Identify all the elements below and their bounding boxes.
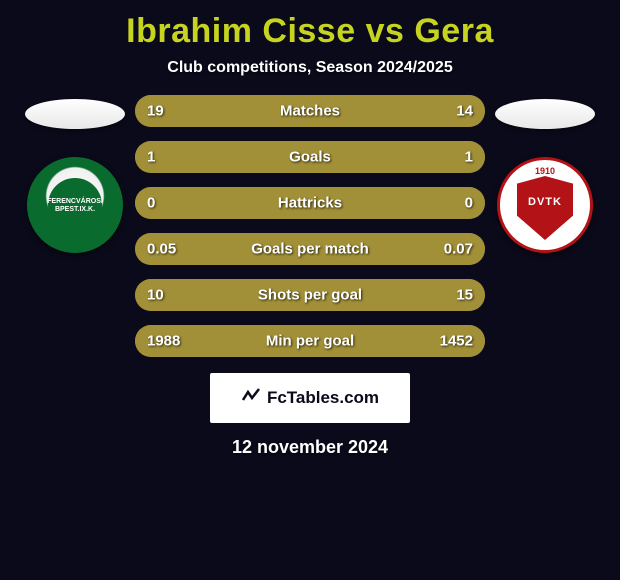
right-badge-shield — [517, 176, 573, 240]
attribution-icon — [241, 386, 261, 411]
stat-label: Goals — [135, 149, 485, 166]
attribution-badge: FcTables.com — [210, 373, 410, 423]
stat-label: Min per goal — [135, 333, 485, 350]
left-badge-top: FERENCVÁROSI — [47, 198, 103, 205]
stat-bar: 0.050.07Goals per match — [135, 233, 485, 265]
stat-label: Hattricks — [135, 195, 485, 212]
main-row: FERENCVÁROSI BPEST.IX.K. 1914Matches 11Go… — [0, 95, 620, 357]
stat-label: Shots per goal — [135, 287, 485, 304]
stats-column: 1914Matches 11Goals 00Hattricks 0.050.07Goa… — [135, 95, 485, 357]
stat-bar: 19881452Min per goal — [135, 325, 485, 357]
right-badge-year: 1910 — [500, 166, 590, 176]
attribution-text: FcTables.com — [267, 388, 379, 408]
right-flag-ellipse — [495, 99, 595, 129]
right-column: 1910 DVTK — [485, 95, 605, 253]
stat-bar: 11Goals — [135, 141, 485, 173]
stat-bar: 1015Shots per goal — [135, 279, 485, 311]
left-club-badge: FERENCVÁROSI BPEST.IX.K. — [27, 157, 123, 253]
left-badge-bottom: BPEST.IX.K. — [55, 206, 95, 213]
stat-label: Matches — [135, 103, 485, 120]
right-badge-abbrev: DVTK — [500, 196, 590, 208]
page-title: Ibrahim Cisse vs Gera — [126, 12, 494, 51]
subtitle: Club competitions, Season 2024/2025 — [167, 59, 452, 77]
stat-label: Goals per match — [135, 241, 485, 258]
vs-separator: vs — [366, 12, 405, 50]
comparison-infographic: Ibrahim Cisse vs Gera Club competitions,… — [0, 0, 620, 458]
left-badge-text: FERENCVÁROSI BPEST.IX.K. — [30, 198, 120, 213]
stat-bar: 00Hattricks — [135, 187, 485, 219]
left-flag-ellipse — [25, 99, 125, 129]
right-club-badge: 1910 DVTK — [497, 157, 593, 253]
date-line: 12 november 2024 — [232, 437, 388, 458]
player1-name: Ibrahim Cisse — [126, 12, 355, 50]
stat-bar: 1914Matches — [135, 95, 485, 127]
left-column: FERENCVÁROSI BPEST.IX.K. — [15, 95, 135, 253]
player2-name: Gera — [414, 12, 494, 50]
